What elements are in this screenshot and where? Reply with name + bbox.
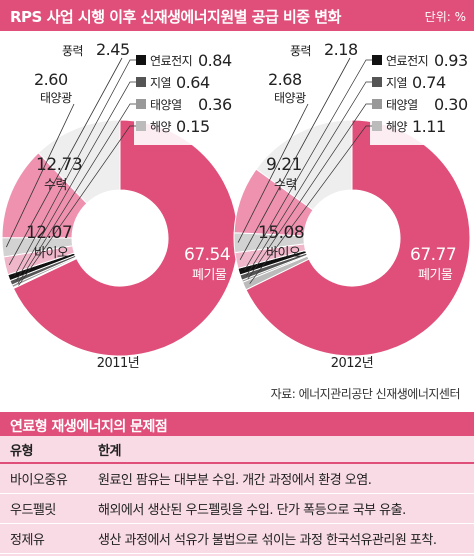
label-geothermal-1: 지열 xyxy=(386,76,407,90)
problems-title-bar: 연료형 재생에너지의 문제점 xyxy=(0,412,474,436)
swatch-ocean-1 xyxy=(372,121,382,131)
source-note: 자료: 에너지관리공단 신재생에너지센터 xyxy=(270,387,461,401)
value-wind-0: 2.45 xyxy=(96,40,130,59)
value-ocean-0: 0.15 xyxy=(176,117,210,136)
swatch-fuel-cell-1 xyxy=(372,55,382,65)
callout-box-0 xyxy=(134,49,242,145)
swatch-fuel-cell-0 xyxy=(136,55,146,65)
row-type: 바이오중유 xyxy=(0,463,96,494)
value-fuel-cell-0: 0.84 xyxy=(198,51,232,70)
unit-label: 단위: % xyxy=(424,10,466,24)
swatch-geothermal-1 xyxy=(372,77,382,87)
label-geothermal-0: 지열 xyxy=(150,76,171,90)
label-hydro-0: 수력 xyxy=(44,178,67,193)
leader-wind-1 xyxy=(239,57,351,260)
year-label-1: 2012년 xyxy=(331,356,374,371)
value-fuel-cell-1: 0.93 xyxy=(434,51,468,70)
slice-waste-1 xyxy=(245,119,471,357)
leader-fuel-cell-0 xyxy=(14,59,136,276)
swatch-geothermal-0 xyxy=(136,77,146,87)
label-fuel-cell-0: 연료전지 xyxy=(150,54,192,68)
row-limit: 원료인 팜유는 대부분 수입. 개간 과정에서 환경 오염. xyxy=(96,463,474,494)
label-solar-0: 태양광 xyxy=(40,91,72,105)
value-bio-1: 15.08 xyxy=(258,223,304,243)
row-type: 우드펠릿 xyxy=(0,493,96,524)
slice-waste-0 xyxy=(12,119,239,357)
value-solar-thermal-0: 0.36 xyxy=(198,95,232,114)
problems-title: 연료형 재생에너지의 문제점 xyxy=(10,419,168,435)
leader-solar-0 xyxy=(5,103,75,248)
value-hydro-0: 12.73 xyxy=(36,155,82,175)
label-waste-0: 폐기물 xyxy=(192,268,227,283)
value-hydro-1: 9.21 xyxy=(266,155,302,175)
label-solar-thermal-1: 태양열 xyxy=(386,98,418,112)
leader-solar-1 xyxy=(237,103,309,243)
callout-box-1 xyxy=(370,49,474,145)
leader-ocean-0 xyxy=(18,125,136,286)
value-bio-0: 12.07 xyxy=(26,223,72,243)
row-limit: 해외에서 생산된 우드펠릿을 수입. 단가 폭등으로 국부 유출. xyxy=(96,493,474,524)
donut-charts: 67.54 폐기물 12.07 바이오 12.73 수력 2.60 태양광 풍력 2.45 연료전지… xyxy=(1,40,474,371)
label-ocean-0: 해양 xyxy=(150,120,172,134)
value-solar-0: 2.60 xyxy=(34,70,68,89)
row-type: 정제유 xyxy=(0,523,96,554)
table-row: 바이오중유 원료인 팜유는 대부분 수입. 개간 과정에서 환경 오염. xyxy=(0,463,474,494)
value-ocean-1: 1.11 xyxy=(412,117,446,136)
value-solar-1: 2.68 xyxy=(268,70,302,89)
label-wind-1: 풍력 xyxy=(290,44,311,58)
problems-table: 유형 한계 바이오중유 원료인 팜유는 대부분 수입. 개간 과정에서 환경 오… xyxy=(0,436,474,554)
label-solar-1: 태양광 xyxy=(274,91,306,105)
leader-geothermal-1 xyxy=(246,81,372,276)
value-wind-1: 2.18 xyxy=(324,40,358,59)
table-row: 정제유 생산 과정에서 석유가 불법으로 섞이는 과정 한국석유관리원 포착. xyxy=(0,523,474,554)
leader-ocean-1 xyxy=(249,125,372,284)
leader-wind-0 xyxy=(8,57,123,266)
value-solar-thermal-1: 0.30 xyxy=(434,95,468,114)
swatch-ocean-0 xyxy=(136,121,146,131)
column-header-limit: 한계 xyxy=(96,436,474,464)
row-limit: 생산 과정에서 석유가 불법으로 섞이는 과정 한국석유관리원 포착. xyxy=(96,523,474,554)
column-header-type: 유형 xyxy=(0,436,96,464)
year-label-0: 2011년 xyxy=(97,356,140,371)
leader-solar-thermal-1 xyxy=(247,103,372,280)
value-geothermal-0: 0.64 xyxy=(176,73,210,92)
label-ocean-1: 해양 xyxy=(386,120,408,134)
label-bio-1: 바이오 xyxy=(266,246,301,261)
swatch-solar-thermal-1 xyxy=(372,99,382,109)
value-geothermal-1: 0.74 xyxy=(412,73,446,92)
label-solar-thermal-0: 태양열 xyxy=(150,98,182,112)
chart-header: RPS 사업 시행 이후 신재생에너지원별 공급 비중 변화 단위: % xyxy=(0,0,474,31)
leader-geothermal-0 xyxy=(16,81,136,281)
label-wind-0: 풍력 xyxy=(62,44,83,58)
slice-bio-1 xyxy=(255,119,353,211)
table-row: 우드펠릿 해외에서 생산된 우드펠릿을 수입. 단가 폭등으로 국부 유출. xyxy=(0,493,474,524)
label-waste-1: 폐기물 xyxy=(418,268,453,283)
chart-title: RPS 사업 시행 이후 신재생에너지원별 공급 비중 변화 xyxy=(10,8,341,26)
leader-fuel-cell-1 xyxy=(244,59,372,271)
label-fuel-cell-1: 연료전지 xyxy=(386,54,428,68)
value-waste-1: 67.77 xyxy=(410,245,456,265)
swatch-solar-thermal-0 xyxy=(136,99,146,109)
problems-panel: 연료형 재생에너지의 문제점 유형 한계 바이오중유 원료인 팜유는 대부분 수… xyxy=(0,412,474,556)
value-waste-0: 67.54 xyxy=(184,245,230,265)
leader-solar-thermal-0 xyxy=(17,103,136,284)
label-bio-0: 바이오 xyxy=(34,246,69,261)
table-header-row: 유형 한계 xyxy=(0,436,474,464)
